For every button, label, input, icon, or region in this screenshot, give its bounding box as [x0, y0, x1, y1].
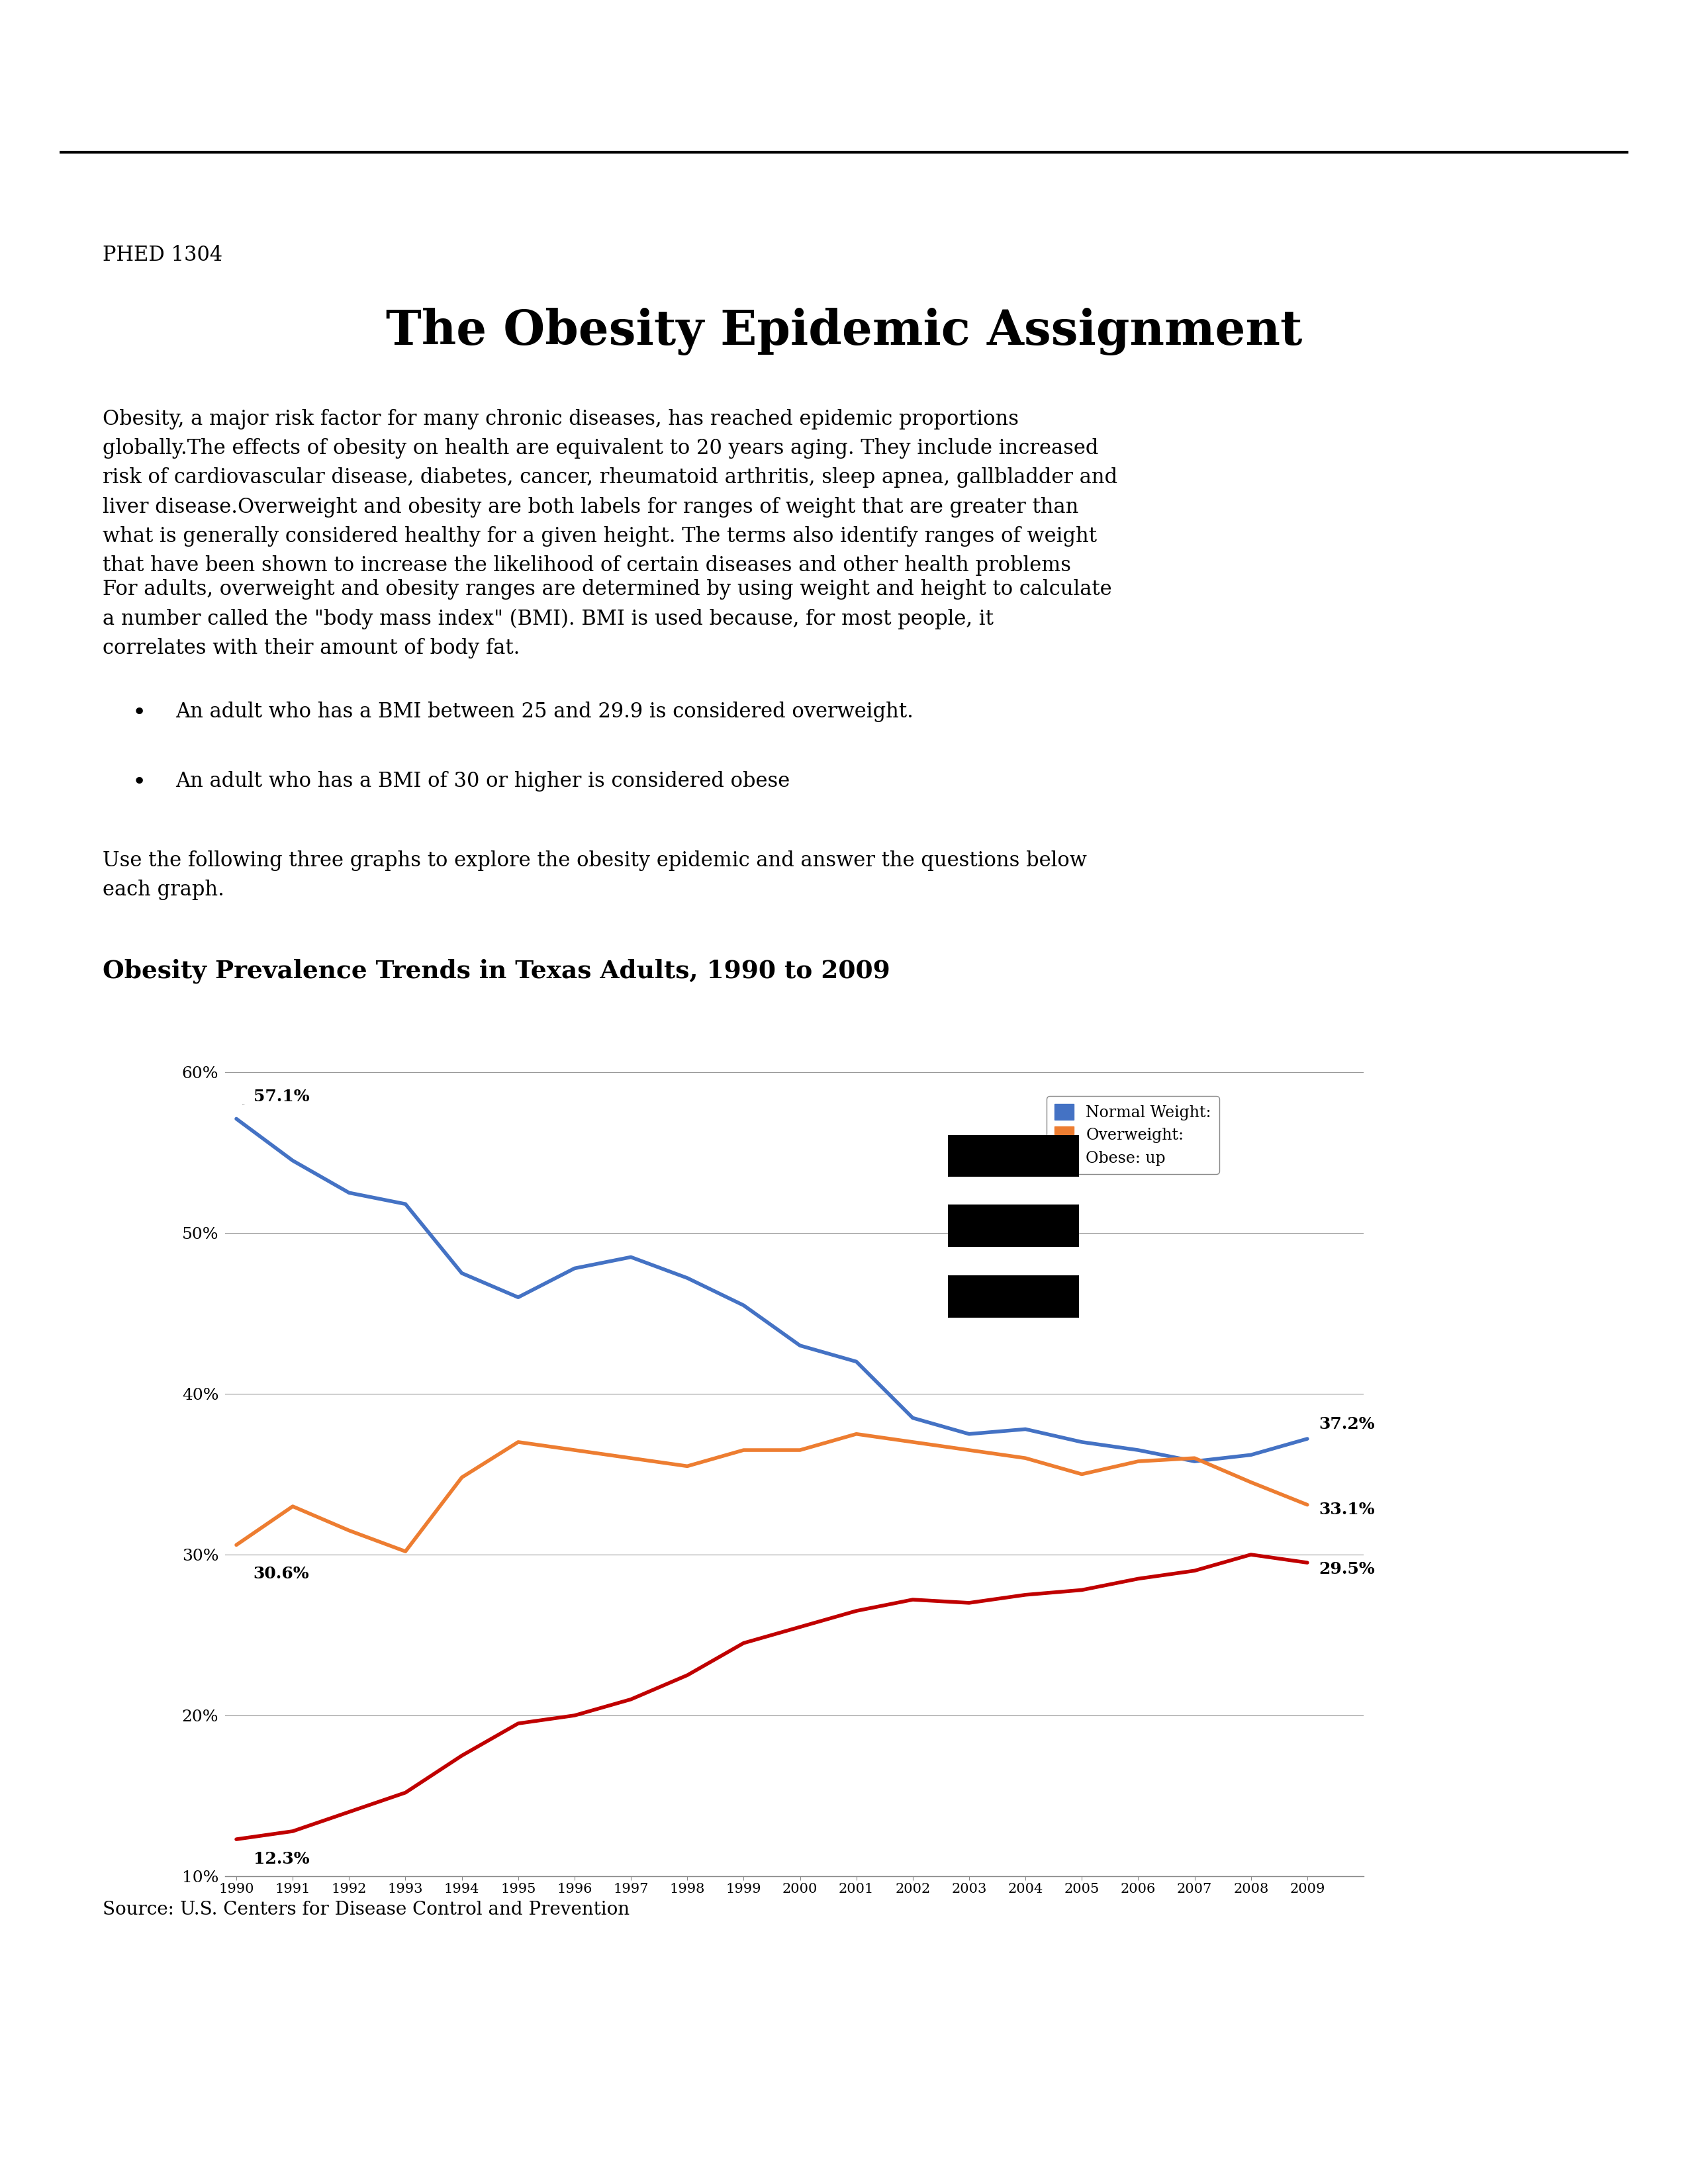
- Text: For adults, overweight and obesity ranges are determined by using weight and hei: For adults, overweight and obesity range…: [103, 579, 1112, 657]
- Text: 37.2%: 37.2%: [1318, 1417, 1374, 1433]
- Text: •: •: [132, 771, 147, 793]
- Legend: Normal Weight:, Overweight:, Obese: up: Normal Weight:, Overweight:, Obese: up: [1047, 1096, 1219, 1175]
- Text: The Obesity Epidemic Assignment: The Obesity Epidemic Assignment: [387, 308, 1301, 356]
- Text: 12.3%: 12.3%: [253, 1850, 309, 1867]
- Text: 29.5%: 29.5%: [1318, 1562, 1374, 1577]
- Text: Obesity, a major risk factor for many chronic diseases, has reached epidemic pro: Obesity, a major risk factor for many ch…: [103, 408, 1117, 577]
- Text: Source: U.S. Centers for Disease Control and Prevention: Source: U.S. Centers for Disease Control…: [103, 1900, 630, 1918]
- Text: 57.1%: 57.1%: [253, 1088, 309, 1105]
- Text: •: •: [132, 701, 147, 725]
- Text: Obesity Prevalence Trends in Texas Adults, 1990 to 2009: Obesity Prevalence Trends in Texas Adult…: [103, 959, 890, 983]
- Text: 30.6%: 30.6%: [253, 1566, 309, 1581]
- Text: An adult who has a BMI between 25 and 29.9 is considered overweight.: An adult who has a BMI between 25 and 29…: [176, 701, 913, 723]
- Text: An adult who has a BMI of 30 or higher is considered obese: An adult who has a BMI of 30 or higher i…: [176, 771, 790, 791]
- Text: Use the following three graphs to explore the obesity epidemic and answer the qu: Use the following three graphs to explor…: [103, 850, 1087, 900]
- Text: 33.1%: 33.1%: [1318, 1503, 1374, 1518]
- Text: PHED 1304: PHED 1304: [103, 245, 223, 266]
